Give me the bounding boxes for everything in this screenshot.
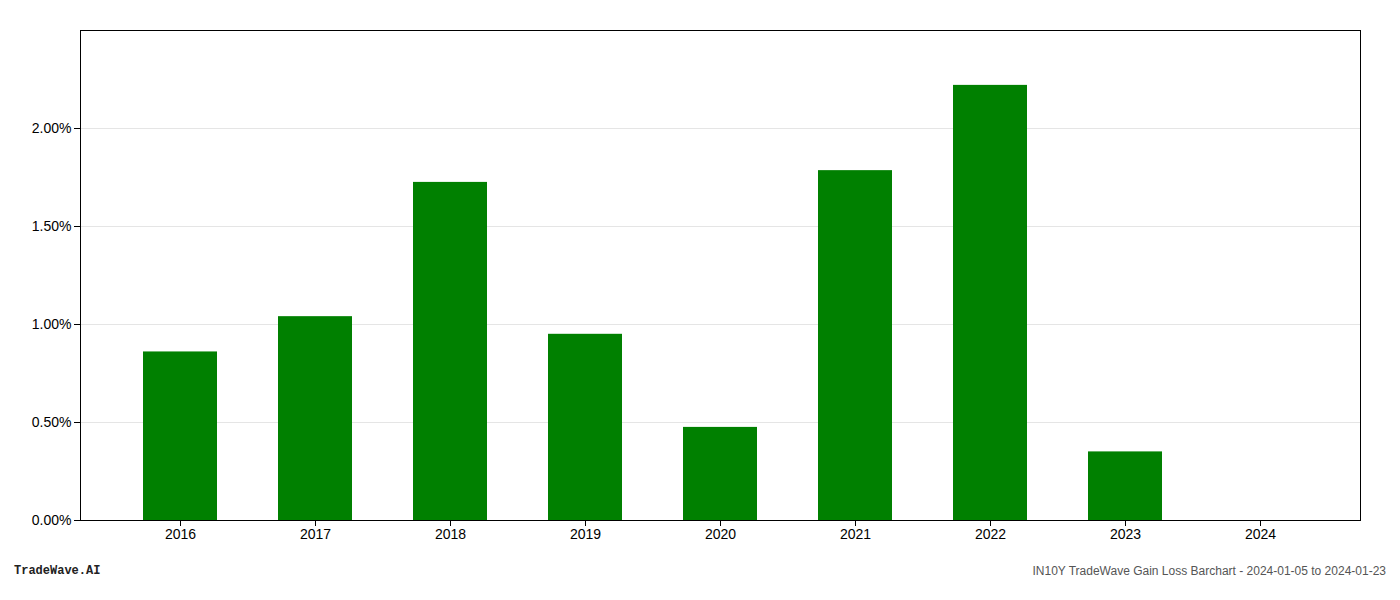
svg-text:2022: 2022	[975, 526, 1006, 542]
svg-text:1.00%: 1.00%	[32, 316, 72, 332]
svg-text:0.50%: 0.50%	[32, 414, 72, 430]
svg-text:2018: 2018	[435, 526, 466, 542]
svg-text:1.50%: 1.50%	[32, 218, 72, 234]
svg-text:2020: 2020	[705, 526, 736, 542]
svg-text:2019: 2019	[570, 526, 601, 542]
svg-text:2023: 2023	[1110, 526, 1141, 542]
svg-text:2.00%: 2.00%	[32, 120, 72, 136]
svg-text:2017: 2017	[300, 526, 331, 542]
html-text:TradeWave.AI: TradeWave.AI	[14, 564, 101, 578]
svg-text:2024: 2024	[1245, 526, 1276, 542]
svg-text:2021: 2021	[840, 526, 871, 542]
html-text:IN10Y TradeWave Gain Loss Barc: IN10Y TradeWave Gain Loss Barchart - 202…	[1032, 564, 1386, 578]
svg-text:2016: 2016	[165, 526, 196, 542]
svg-text:0.00%: 0.00%	[32, 512, 72, 528]
